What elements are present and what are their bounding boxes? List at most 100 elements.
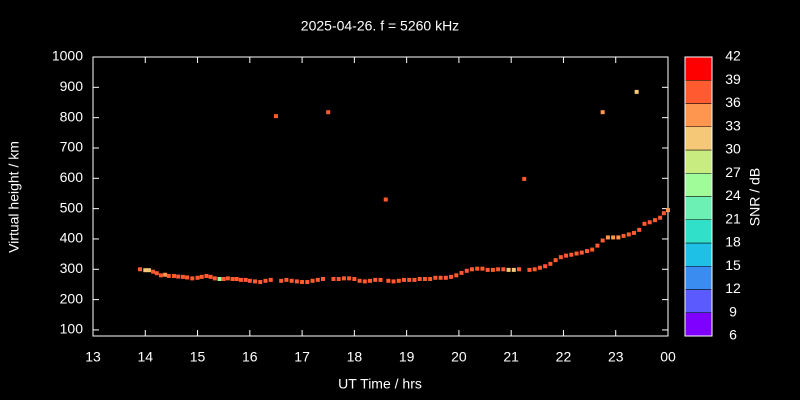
data-point — [496, 267, 501, 272]
y-tick-label: 200 — [60, 290, 84, 306]
colorbar-tick-label: 6 — [729, 327, 737, 343]
data-point — [553, 258, 558, 263]
data-point — [258, 280, 263, 285]
data-point — [378, 277, 383, 282]
data-point — [464, 268, 469, 273]
data-point — [230, 276, 235, 281]
data-point — [352, 276, 357, 281]
data-point — [511, 267, 516, 272]
data-point — [331, 276, 336, 281]
x-axis-label: UT Time / hrs — [338, 376, 422, 392]
colorbar-band — [684, 312, 713, 337]
data-point — [294, 279, 299, 284]
data-point — [190, 276, 195, 281]
data-point — [522, 176, 527, 181]
data-point — [310, 278, 315, 283]
data-point — [569, 252, 574, 257]
data-point — [391, 279, 396, 284]
colorbar-tick-label: 15 — [725, 257, 741, 273]
data-point — [407, 277, 412, 282]
data-point — [268, 277, 273, 282]
y-tick-label: 400 — [60, 230, 84, 246]
data-point — [185, 275, 190, 280]
data-point — [626, 232, 631, 237]
data-point — [221, 276, 226, 281]
data-point — [247, 278, 252, 283]
data-point — [315, 277, 320, 282]
y-tick-label: 600 — [60, 169, 84, 185]
data-point — [422, 276, 427, 281]
data-point — [368, 278, 373, 283]
data-point — [402, 277, 407, 282]
y-tick-label: 700 — [60, 139, 84, 155]
data-point — [146, 268, 151, 273]
data-point — [284, 277, 289, 282]
data-point — [138, 267, 143, 272]
data-point — [253, 279, 258, 284]
data-point — [243, 277, 248, 282]
data-point — [234, 276, 239, 281]
data-point — [217, 276, 222, 281]
x-tick-label: 16 — [242, 349, 258, 365]
data-point — [172, 273, 177, 278]
data-point — [642, 221, 647, 226]
data-point — [621, 233, 626, 238]
x-tick-label: 17 — [294, 349, 310, 365]
data-point — [632, 230, 637, 235]
data-point — [362, 279, 367, 284]
data-point — [595, 243, 600, 248]
y-tick-label: 300 — [60, 260, 84, 276]
data-point — [548, 261, 553, 266]
data-point — [357, 278, 362, 283]
data-point — [326, 110, 331, 115]
data-point — [443, 275, 448, 280]
x-tick-label: 21 — [503, 349, 519, 365]
colorbar-tick-label: 36 — [725, 94, 741, 110]
plot-frame — [92, 56, 669, 337]
data-point — [490, 267, 495, 272]
data-point — [652, 218, 657, 223]
data-point — [475, 266, 480, 271]
colorbar-band — [684, 149, 713, 174]
chart-title: 2025-04-26. f = 5260 kHz — [301, 18, 459, 34]
colorbar-tick-label: 42 — [725, 48, 741, 64]
x-tick-label: 23 — [608, 349, 624, 365]
y-tick-label: 500 — [60, 199, 84, 215]
colorbar-band — [684, 289, 713, 313]
data-point — [600, 238, 605, 243]
x-tick-label: 14 — [137, 349, 153, 365]
data-point — [590, 247, 595, 252]
colorbar-tick-label: 27 — [725, 164, 741, 180]
data-point — [634, 89, 639, 94]
colorbar-frame — [684, 56, 713, 337]
colorbar-band — [684, 80, 713, 104]
colorbar-band — [684, 242, 713, 267]
data-point — [163, 272, 168, 277]
data-point — [611, 235, 616, 240]
x-tick-label: 20 — [451, 349, 467, 365]
colorbar-tick-label: 18 — [725, 234, 741, 250]
data-point — [428, 276, 433, 281]
data-point — [506, 267, 511, 272]
data-point — [199, 274, 204, 279]
x-tick-label: 00 — [660, 349, 676, 365]
data-point — [647, 220, 652, 225]
x-tick-label: 22 — [556, 349, 572, 365]
y-tick-label: 900 — [60, 78, 84, 94]
colorbar-tick-label: 21 — [725, 210, 741, 226]
data-point — [273, 114, 278, 119]
colorbar-band — [684, 196, 713, 220]
data-point — [180, 274, 185, 279]
data-point — [579, 250, 584, 255]
data-point — [208, 274, 213, 279]
data-point — [616, 235, 621, 240]
data-point — [417, 276, 422, 281]
data-point — [166, 273, 171, 278]
data-point — [543, 264, 548, 269]
y-tick-label: 1000 — [52, 48, 83, 64]
data-point — [238, 277, 243, 282]
data-point — [527, 267, 532, 272]
data-point — [666, 208, 670, 213]
data-point — [558, 255, 563, 260]
colorbar-band — [684, 103, 713, 127]
